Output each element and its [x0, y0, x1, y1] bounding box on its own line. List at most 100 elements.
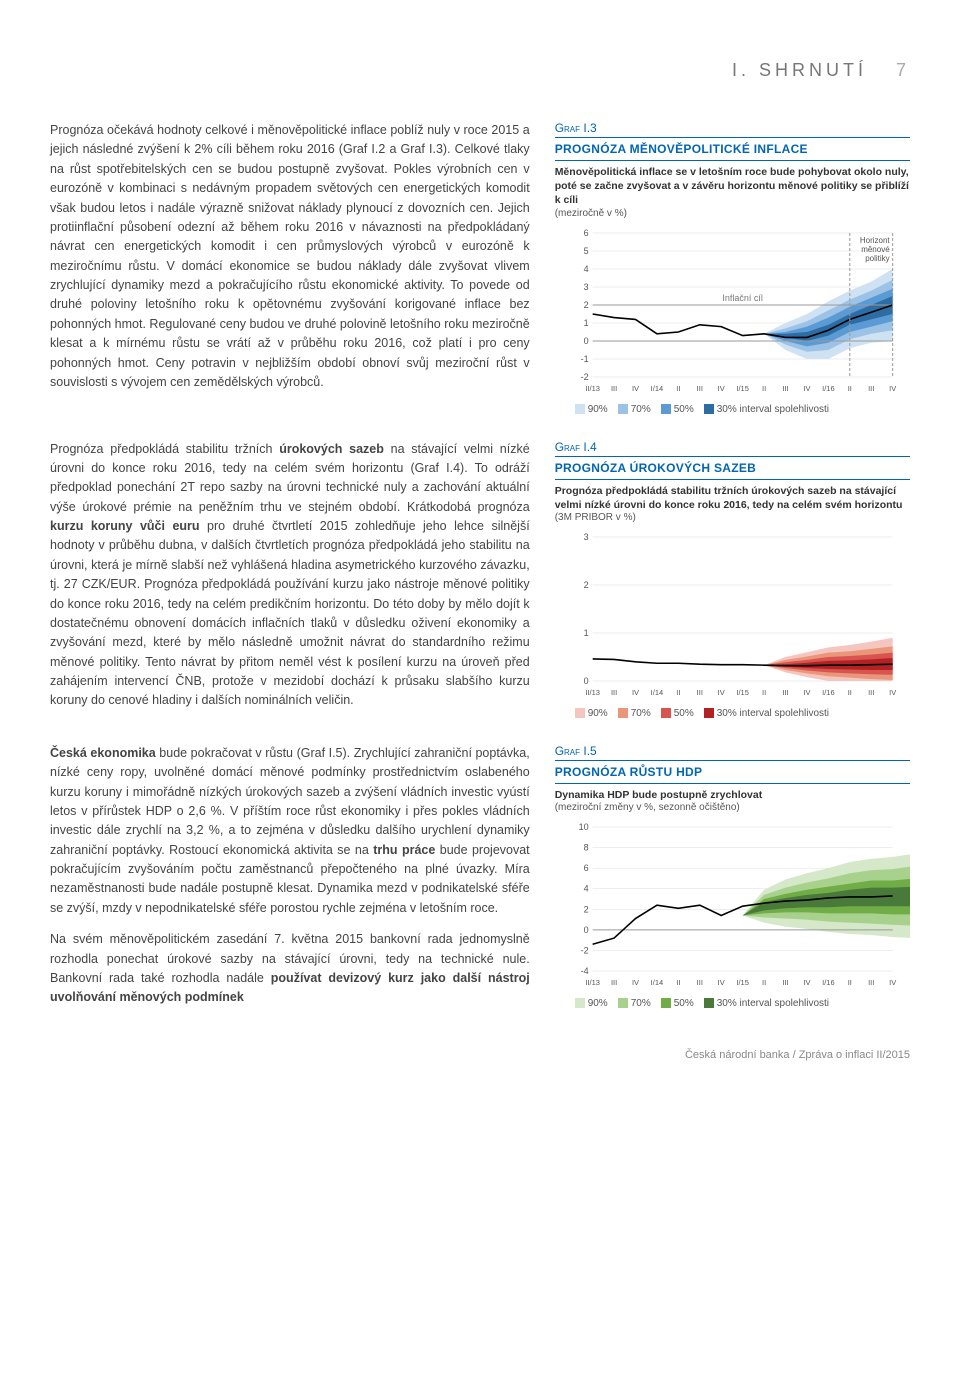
svg-text:III: III	[782, 978, 788, 987]
page-number: 7	[896, 60, 910, 80]
svg-text:II: II	[676, 978, 680, 987]
svg-text:I/14: I/14	[650, 978, 663, 987]
chart3-label: Graf I.3	[555, 121, 910, 135]
svg-text:IV: IV	[803, 688, 810, 697]
p2e: pro druhé čtvrtletí 2015 zohledňuje jeho…	[50, 519, 530, 707]
chart5-legend: 90%70%50%30% interval spolehlivosti	[555, 998, 910, 1009]
svg-text:II: II	[762, 384, 766, 393]
svg-text:-4: -4	[580, 966, 588, 976]
svg-text:IV: IV	[632, 688, 639, 697]
svg-text:I/14: I/14	[650, 688, 663, 697]
paragraph-2: Prognóza předpokládá stabilitu tržních ú…	[50, 440, 530, 719]
svg-text:0: 0	[583, 925, 588, 935]
chart-5-container: Graf I.5 PROGNÓZA RŮSTU HDP Dynamika HDP…	[555, 744, 910, 1009]
svg-text:II/13: II/13	[585, 688, 600, 697]
svg-text:3: 3	[583, 282, 588, 292]
chart4-sub: Prognóza předpokládá stabilitu tržních ú…	[555, 484, 910, 512]
p2a: Prognóza předpokládá stabilitu tržních	[50, 442, 279, 456]
svg-text:II: II	[847, 688, 851, 697]
svg-text:I/15: I/15	[736, 384, 749, 393]
section-header: I. SHRNUTÍ 7	[50, 60, 910, 81]
svg-text:II/13: II/13	[585, 384, 600, 393]
svg-text:Inflační cíl: Inflační cíl	[722, 293, 763, 303]
chart5-sub: Dynamika HDP bude postupně zrychlovat	[555, 788, 910, 802]
chart4-label: Graf I.4	[555, 440, 910, 454]
svg-text:IV: IV	[717, 688, 724, 697]
chart3-svg: -2-10123456Inflační cílHorizontměnovépol…	[555, 225, 910, 395]
p3c: trhu práce	[373, 843, 435, 857]
svg-text:IV: IV	[632, 978, 639, 987]
chart4-sub2: (3M PRIBOR v %)	[555, 512, 910, 523]
chart4-legend: 90%70%50%30% interval spolehlivosti	[555, 708, 910, 719]
svg-text:IV: IV	[889, 978, 896, 987]
footer: Česká národní banka / Zpráva o inflaci I…	[50, 1049, 910, 1061]
svg-text:II: II	[762, 688, 766, 697]
svg-text:I/16: I/16	[822, 978, 835, 987]
chart5-svg: -4-20246810II/13IIIIVI/14IIIIIIVI/15IIII…	[555, 819, 910, 989]
chart5-label: Graf I.5	[555, 744, 910, 758]
svg-text:I/16: I/16	[822, 384, 835, 393]
svg-text:měnové: měnové	[861, 245, 890, 254]
svg-text:III: III	[611, 688, 617, 697]
svg-text:II/13: II/13	[585, 978, 600, 987]
svg-text:I/16: I/16	[822, 688, 835, 697]
svg-text:2: 2	[583, 580, 588, 590]
row-3: Česká ekonomika bude pokračovat v růstu …	[50, 744, 910, 1009]
page: I. SHRNUTÍ 7 Prognóza očekává hodnoty ce…	[0, 0, 960, 1091]
paragraph-1: Prognóza očekává hodnoty celkové i měnov…	[50, 121, 530, 415]
svg-text:1: 1	[583, 318, 588, 328]
p2b: úrokových sazeb	[279, 442, 384, 456]
chart3-title: PROGNÓZA MĚNOVĚPOLITICKÉ INFLACE	[555, 137, 910, 161]
svg-text:III: III	[611, 978, 617, 987]
svg-text:III: III	[696, 978, 702, 987]
svg-text:I/15: I/15	[736, 688, 749, 697]
row-2: Prognóza předpokládá stabilitu tržních ú…	[50, 440, 910, 719]
chart5-sub2: (meziroční změny v %, sezonně očištěno)	[555, 802, 910, 813]
svg-text:III: III	[868, 688, 874, 697]
chart4-svg: 0123II/13IIIIVI/14IIIIIIVI/15IIIIIIVI/16…	[555, 529, 910, 699]
svg-text:II: II	[847, 384, 851, 393]
chart3-sub: Měnověpolitická inflace se v letošním ro…	[555, 165, 910, 208]
p2d: kurzu koruny vůči euru	[50, 519, 200, 533]
svg-text:-2: -2	[580, 945, 588, 955]
svg-text:IV: IV	[803, 978, 810, 987]
chart3-sub2: (meziročně v %)	[555, 208, 910, 219]
svg-text:III: III	[782, 688, 788, 697]
chart3-legend: 90%70%50%30% interval spolehlivosti	[555, 404, 910, 415]
svg-text:III: III	[868, 978, 874, 987]
chart-3-container: Graf I.3 PROGNÓZA MĚNOVĚPOLITICKÉ INFLAC…	[555, 121, 910, 415]
svg-text:3: 3	[583, 532, 588, 542]
svg-text:III: III	[868, 384, 874, 393]
svg-text:6: 6	[583, 863, 588, 873]
svg-text:2: 2	[583, 904, 588, 914]
svg-text:IV: IV	[717, 384, 724, 393]
p3a: Česká ekonomika	[50, 746, 156, 760]
svg-text:0: 0	[583, 676, 588, 686]
section-title: I. SHRNUTÍ	[732, 60, 867, 80]
svg-text:II: II	[676, 688, 680, 697]
svg-text:IV: IV	[889, 688, 896, 697]
svg-text:politiky: politiky	[865, 254, 889, 263]
svg-text:1: 1	[583, 628, 588, 638]
svg-text:4: 4	[583, 884, 588, 894]
svg-text:IV: IV	[803, 384, 810, 393]
chart4-title: PROGNÓZA ÚROKOVÝCH SAZEB	[555, 456, 910, 480]
svg-text:IV: IV	[889, 384, 896, 393]
svg-text:5: 5	[583, 246, 588, 256]
svg-text:IV: IV	[717, 978, 724, 987]
svg-text:Horizont: Horizont	[860, 236, 891, 245]
svg-text:0: 0	[583, 336, 588, 346]
svg-text:II: II	[676, 384, 680, 393]
svg-text:I/14: I/14	[650, 384, 663, 393]
svg-text:I/15: I/15	[736, 978, 749, 987]
chart-4-container: Graf I.4 PROGNÓZA ÚROKOVÝCH SAZEB Prognó…	[555, 440, 910, 719]
paragraphs-3-4: Česká ekonomika bude pokračovat v růstu …	[50, 744, 530, 1009]
svg-text:2: 2	[583, 300, 588, 310]
chart5-title: PROGNÓZA RŮSTU HDP	[555, 760, 910, 784]
svg-text:8: 8	[583, 843, 588, 853]
svg-text:II: II	[762, 978, 766, 987]
svg-text:III: III	[782, 384, 788, 393]
svg-text:4: 4	[583, 264, 588, 274]
svg-text:III: III	[696, 688, 702, 697]
svg-text:III: III	[611, 384, 617, 393]
